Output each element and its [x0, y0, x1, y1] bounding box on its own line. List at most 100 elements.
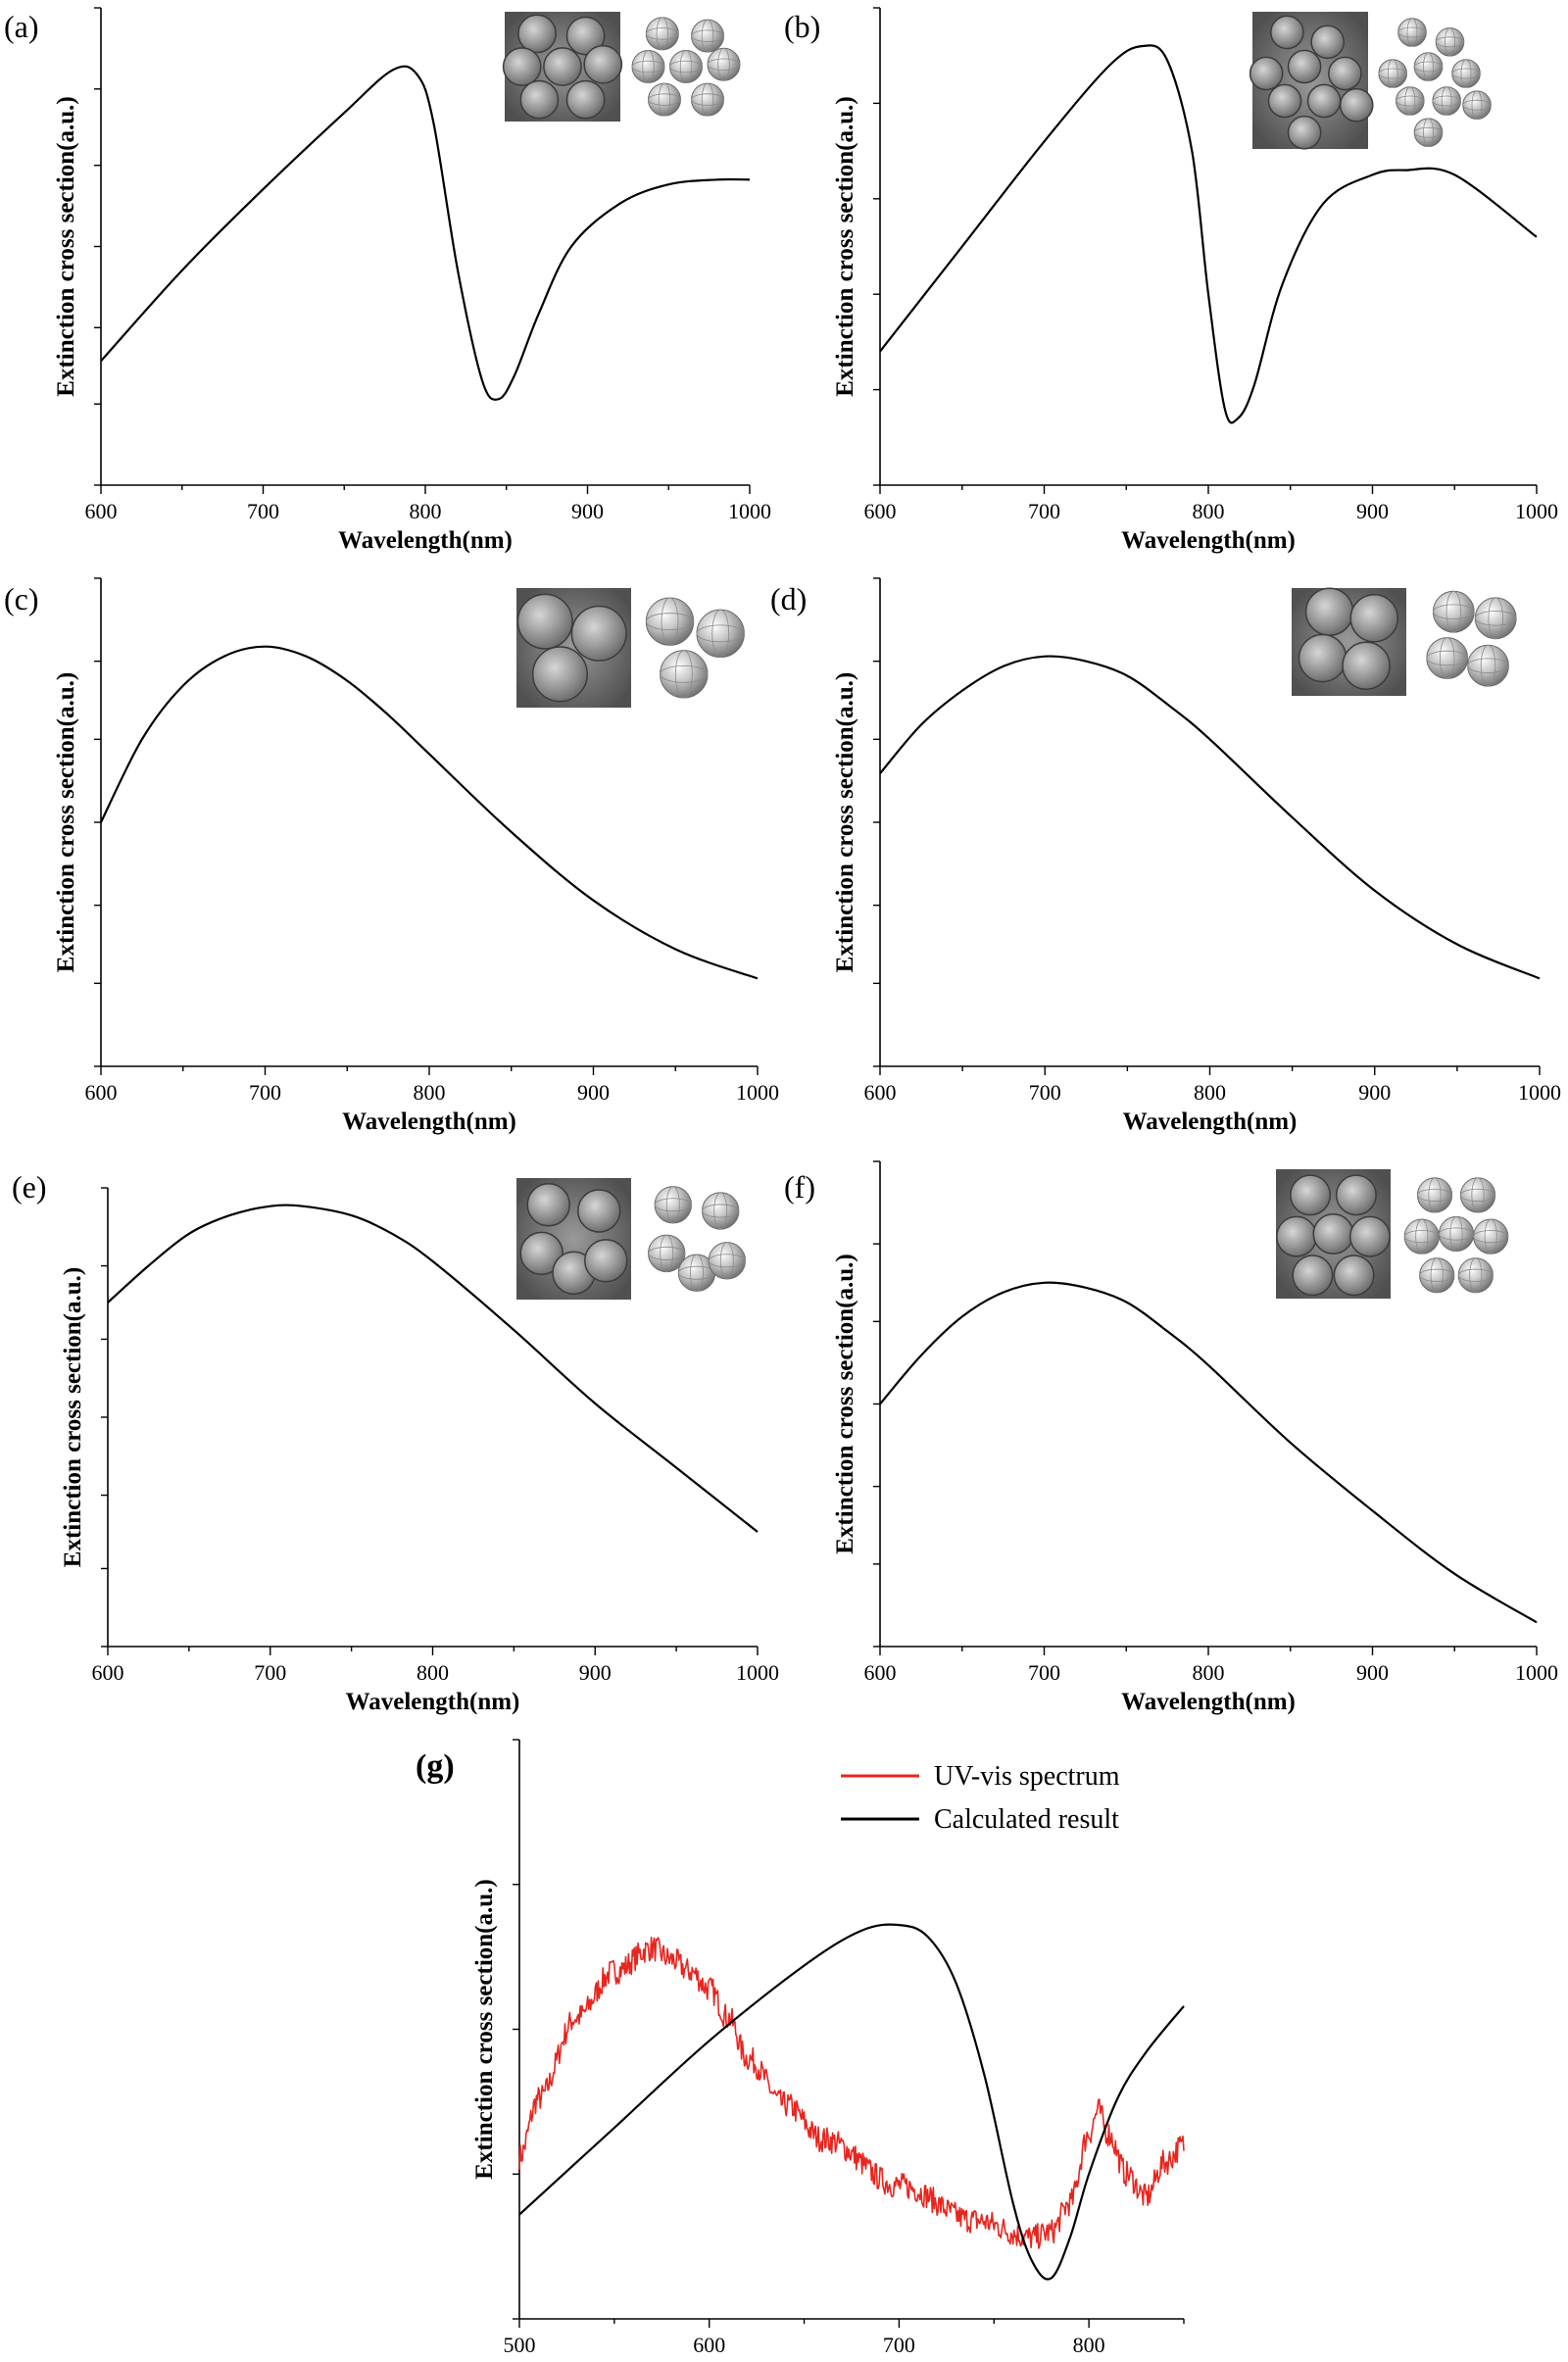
sphere-grid-line: [674, 650, 693, 699]
sphere-grid-line: [719, 1242, 734, 1280]
sphere-grid-line: [642, 50, 655, 83]
sphere-grid-line: [1469, 1257, 1483, 1294]
sphere-grid-line: [1446, 590, 1462, 633]
series-line-calculated-result: [518, 1923, 1185, 2281]
sem-particle: [577, 1189, 621, 1233]
y-axis-label: Extinction cross section(a.u.): [53, 672, 79, 972]
sem-particle: [1290, 1174, 1332, 1216]
x-tick-label: 600: [864, 499, 897, 523]
x-axis-label: Wavelength(nm): [346, 1689, 520, 1715]
sem-particle: [583, 44, 623, 84]
model-sphere: [1403, 1218, 1440, 1255]
inset-cluster-of-4-spheres: [1292, 587, 1517, 696]
sphere-grid-line: [654, 1198, 692, 1212]
sem-particle: [1270, 15, 1304, 50]
x-tick-label: 500: [504, 2333, 536, 2357]
model-sphere: [1459, 1177, 1496, 1213]
model-sphere: [691, 82, 724, 117]
x-tick-label: 800: [1194, 1080, 1226, 1105]
chart-panel-5: 600 700 800 900 1000 Wavelength(nm) Extinction…: [784, 1160, 1558, 1715]
x-tick-label: 600: [92, 1660, 124, 1685]
sphere-grid-line: [1433, 604, 1475, 619]
x-tick-label: 700: [883, 2333, 915, 2357]
x-tick-label: 900: [579, 1660, 612, 1685]
model-sphere: [1419, 1257, 1455, 1294]
sphere-grid-line: [665, 1186, 680, 1224]
model-sphere: [691, 19, 724, 53]
series-line-uv-vis-spectrum: [518, 1936, 1185, 2249]
series-line-0: [107, 1204, 759, 1533]
sem-particle: [1249, 56, 1284, 91]
model-sphere: [707, 47, 741, 81]
sem-particle: [1312, 1213, 1354, 1255]
sphere-grid-line: [702, 1204, 740, 1218]
panel-label: (c): [4, 581, 39, 616]
panel-label: (a): [4, 9, 39, 44]
sphere-grid-line: [1432, 95, 1461, 107]
sphere-grid-line: [1415, 1218, 1429, 1255]
chart-panel-0: 600 700 800 900 1000 Wavelength(nm) Extinction…: [4, 7, 771, 554]
y-axis-label: Extinction cross section(a.u.): [471, 1879, 498, 2179]
panel-label: (g): [416, 1748, 455, 1785]
sphere-grid-line: [1397, 26, 1427, 38]
sphere-grid-line: [1439, 637, 1455, 679]
model-sphere: [645, 597, 695, 646]
sphere-grid-line: [1413, 61, 1444, 73]
x-tick-label: 700: [1028, 1660, 1060, 1685]
sphere-grid-line: [1404, 86, 1416, 116]
inset-cluster-of-7-spheres: [502, 12, 741, 122]
model-sphere: [1413, 52, 1444, 81]
sphere-grid-line: [1445, 27, 1455, 57]
sphere-grid-line: [1449, 1216, 1463, 1253]
sphere-grid-line: [1396, 95, 1425, 107]
sphere-grid-line: [658, 82, 671, 117]
sphere-grid-line: [1451, 68, 1481, 79]
sphere-grid-line: [1462, 99, 1492, 111]
legend-label: UV-vis spectrum: [934, 1761, 1120, 1792]
sphere-grid-line: [1387, 59, 1398, 88]
sem-particle: [565, 79, 606, 120]
sphere-grid-line: [631, 60, 665, 74]
x-tick-label: 700: [1029, 1080, 1061, 1105]
sem-particle: [1348, 1215, 1391, 1257]
sem-particle: [1335, 1174, 1377, 1216]
model-sphere: [1432, 86, 1461, 116]
model-sphere: [654, 1186, 692, 1224]
sphere-grid-line: [1484, 1218, 1497, 1255]
x-tick-label: 600: [693, 2333, 725, 2357]
x-axis-label: Wavelength(nm): [342, 1108, 516, 1135]
sem-particle: [1287, 115, 1322, 150]
panel-label: (f): [784, 1169, 815, 1205]
y-axis-label: Extinction cross section(a.u.): [832, 96, 858, 396]
series-line-0: [100, 65, 751, 401]
model-sphere: [1396, 86, 1425, 116]
inset-cluster-of-3-spheres: [516, 588, 745, 708]
sphere-grid-line: [1488, 597, 1503, 640]
model-sphere: [631, 50, 665, 83]
sphere-grid-line: [1471, 1177, 1485, 1213]
sem-particle: [584, 1239, 628, 1283]
sphere-grid-line: [717, 47, 730, 81]
series-line-0: [100, 645, 759, 980]
sphere-grid-line: [708, 1254, 746, 1268]
sem-particle: [1292, 1255, 1334, 1297]
sphere-grid-line: [661, 597, 679, 646]
legend: UV-vis spectrum Calculated result: [841, 1761, 1120, 1835]
sem-particle: [1287, 49, 1322, 84]
sphere-grid-line: [1426, 650, 1468, 666]
sem-particle: [526, 1183, 570, 1227]
sem-particle: [543, 47, 582, 86]
model-sphere: [1462, 90, 1492, 120]
x-tick-label: 900: [577, 1080, 610, 1105]
sphere-grid-line: [1417, 1188, 1453, 1202]
model-sphere: [660, 650, 709, 699]
sphere-grid-line: [707, 58, 741, 71]
x-tick-label: 600: [85, 499, 118, 523]
x-axis-label: Wavelength(nm): [338, 527, 513, 554]
model-sphere: [1438, 1215, 1475, 1253]
sem-particle: [1328, 56, 1362, 91]
x-tick-label: 900: [1358, 1080, 1391, 1105]
sem-particle: [502, 47, 542, 86]
sphere-grid-line: [696, 624, 745, 643]
